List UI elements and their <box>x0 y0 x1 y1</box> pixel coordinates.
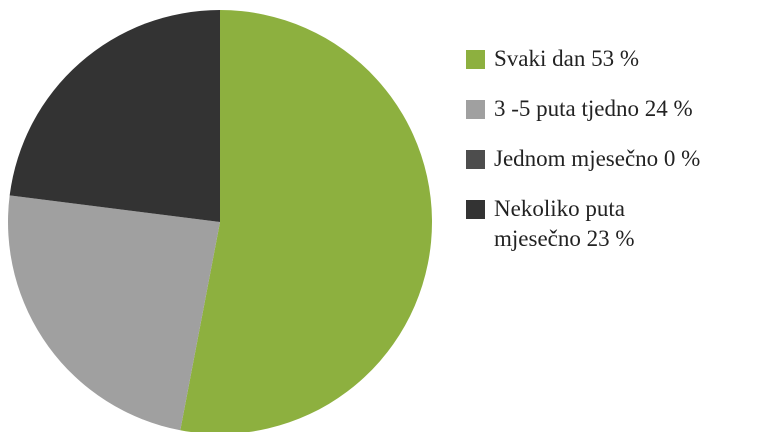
legend-value: 23 % <box>586 226 635 251</box>
legend-value: 0 % <box>663 146 701 171</box>
legend-swatch <box>466 50 485 69</box>
legend-item: Svaki dan 53 % <box>466 44 766 74</box>
legend: Svaki dan 53 % 3 -5 puta tjedno 24 % Jedno… <box>466 44 766 274</box>
legend-label: Nekoliko puta mjesečno 23 % <box>494 194 694 254</box>
legend-category: 3 -5 puta tjedno <box>494 96 639 121</box>
legend-value: 24 % <box>644 96 693 121</box>
legend-category: Jednom mjesečno <box>494 146 659 171</box>
pie-slice <box>7 195 220 431</box>
legend-category: Nekoliko puta mjesečno <box>494 196 625 251</box>
legend-label: Svaki dan 53 % <box>494 44 639 74</box>
legend-swatch <box>466 200 485 219</box>
legend-item: 3 -5 puta tjedno 24 % <box>466 94 766 124</box>
legend-label: 3 -5 puta tjedno 24 % <box>494 94 693 124</box>
legend-category: Svaki dan <box>494 46 586 71</box>
legend-label: Jednom mjesečno 0 % <box>494 144 700 174</box>
pie-slice <box>180 10 432 432</box>
legend-item: Nekoliko puta mjesečno 23 % <box>466 194 766 254</box>
legend-swatch <box>466 150 485 169</box>
pie-slice <box>9 10 221 222</box>
legend-swatch <box>466 100 485 119</box>
legend-value: 53 % <box>591 46 640 71</box>
legend-item: Jednom mjesečno 0 % <box>466 144 766 174</box>
